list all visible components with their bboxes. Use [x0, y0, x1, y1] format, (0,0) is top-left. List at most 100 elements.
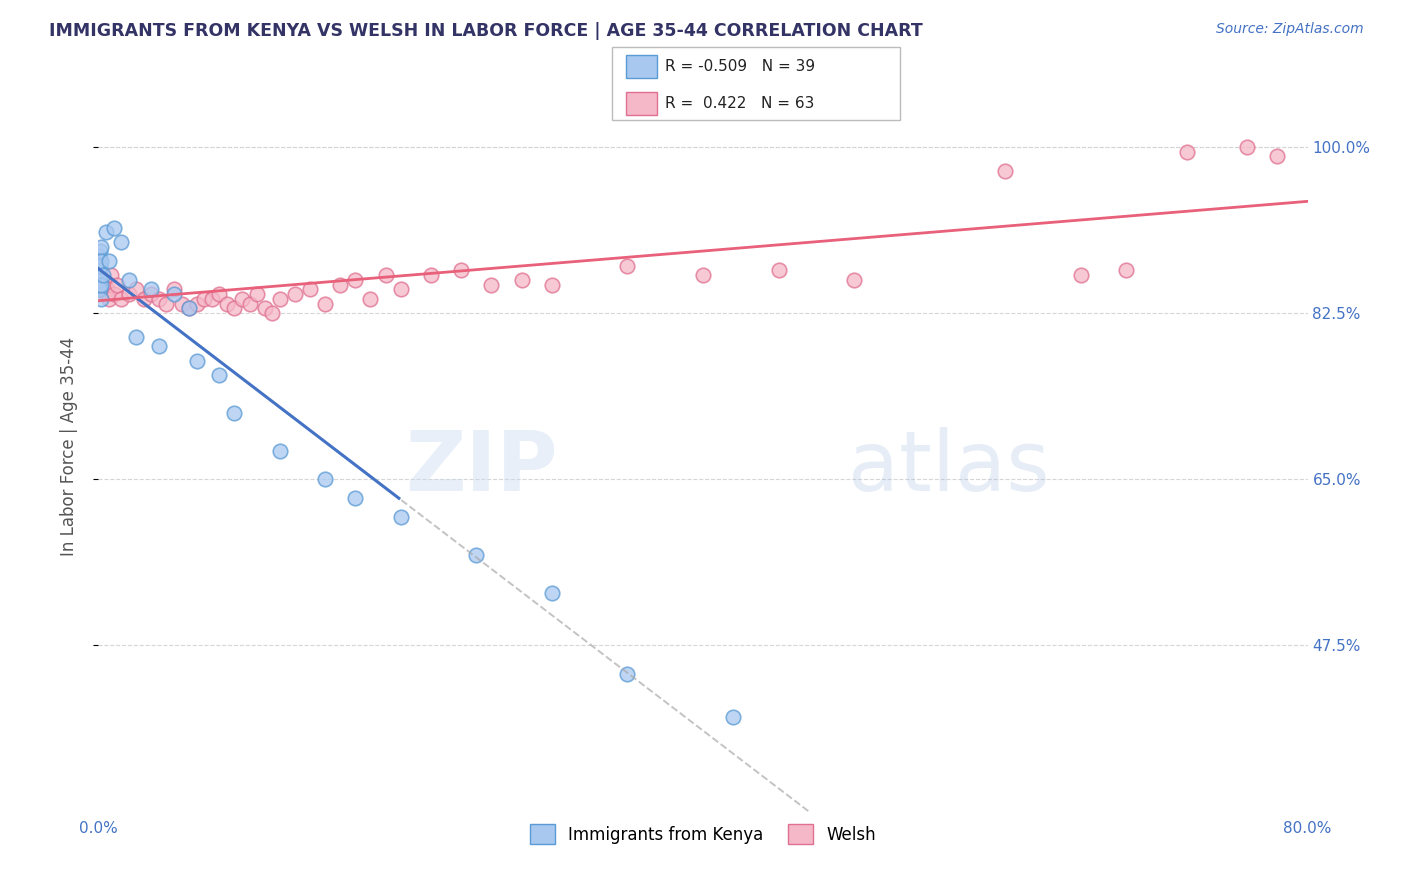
Point: [89, 268, 111, 282]
Point: [481, 277, 503, 292]
Point: [163, 282, 186, 296]
Point: [253, 301, 276, 316]
Point: [179, 301, 201, 316]
Point: [208, 287, 231, 301]
Text: Source: ZipAtlas.com: Source: ZipAtlas.com: [1216, 22, 1364, 37]
Point: [269, 443, 291, 458]
Point: [389, 282, 412, 296]
Text: IMMIGRANTS FROM KENYA VS WELSH IN LABOR FORCE | AGE 35-44 CORRELATION CHART: IMMIGRANTS FROM KENYA VS WELSH IN LABOR …: [49, 22, 922, 40]
Point: [344, 273, 367, 287]
Point: [125, 330, 148, 344]
Point: [89, 249, 111, 263]
Point: [89, 273, 111, 287]
Point: [389, 510, 412, 524]
Point: [844, 273, 866, 287]
Point: [170, 296, 193, 310]
Point: [90, 253, 112, 268]
Point: [239, 296, 262, 310]
Point: [616, 667, 638, 681]
Point: [193, 292, 215, 306]
Point: [89, 273, 111, 287]
Point: [1236, 140, 1258, 154]
Point: [89, 263, 111, 277]
Point: [89, 268, 111, 282]
Point: [118, 287, 141, 301]
Point: [90, 239, 112, 253]
Point: [299, 282, 322, 296]
Point: [420, 268, 443, 282]
Point: [90, 277, 112, 292]
Point: [224, 301, 246, 316]
Point: [125, 282, 148, 296]
Text: atlas: atlas: [848, 427, 1050, 508]
Point: [246, 287, 269, 301]
Point: [89, 263, 111, 277]
Point: [110, 235, 132, 249]
Point: [186, 353, 208, 368]
Point: [118, 273, 141, 287]
Point: [90, 292, 112, 306]
Point: [723, 710, 745, 724]
Point: [465, 548, 488, 562]
Point: [89, 282, 111, 296]
Point: [89, 253, 111, 268]
Point: [103, 287, 125, 301]
Point: [1267, 149, 1289, 163]
Point: [329, 277, 352, 292]
Point: [89, 277, 111, 292]
Point: [155, 296, 177, 310]
Point: [1175, 145, 1198, 159]
Point: [110, 292, 132, 306]
Point: [360, 292, 382, 306]
Point: [98, 253, 121, 268]
Text: R =  0.422   N = 63: R = 0.422 N = 63: [665, 96, 814, 111]
Point: [89, 273, 111, 287]
Point: [89, 273, 111, 287]
Point: [186, 296, 208, 310]
Point: [768, 263, 790, 277]
Point: [231, 292, 253, 306]
Point: [98, 292, 121, 306]
Point: [90, 282, 112, 296]
Text: R = -0.509   N = 39: R = -0.509 N = 39: [665, 60, 815, 74]
Point: [91, 268, 114, 282]
Point: [344, 491, 367, 506]
Legend: Immigrants from Kenya, Welsh: Immigrants from Kenya, Welsh: [523, 817, 883, 851]
Point: [89, 273, 111, 287]
Point: [105, 277, 128, 292]
Point: [89, 282, 111, 296]
Point: [540, 277, 562, 292]
Point: [91, 277, 114, 292]
Point: [148, 339, 170, 353]
Point: [224, 406, 246, 420]
Y-axis label: In Labor Force | Age 35-44: In Labor Force | Age 35-44: [59, 336, 77, 556]
Point: [1115, 263, 1137, 277]
Point: [89, 277, 111, 292]
Point: [94, 225, 117, 239]
Point: [141, 282, 163, 296]
Point: [89, 259, 111, 273]
Point: [132, 292, 155, 306]
Point: [269, 292, 291, 306]
Point: [141, 287, 163, 301]
Point: [89, 277, 111, 292]
Point: [374, 268, 396, 282]
Point: [89, 259, 111, 273]
Text: ZIP: ZIP: [405, 427, 558, 508]
Point: [540, 586, 562, 600]
Point: [994, 163, 1017, 178]
Point: [450, 263, 472, 277]
Point: [616, 259, 638, 273]
Point: [103, 220, 125, 235]
Point: [89, 282, 111, 296]
Point: [262, 306, 284, 320]
Point: [510, 273, 533, 287]
Point: [89, 263, 111, 277]
Point: [208, 368, 231, 382]
Point: [314, 472, 336, 486]
Point: [1070, 268, 1092, 282]
Point: [94, 287, 117, 301]
Point: [90, 277, 112, 292]
Point: [692, 268, 714, 282]
Point: [89, 244, 111, 259]
